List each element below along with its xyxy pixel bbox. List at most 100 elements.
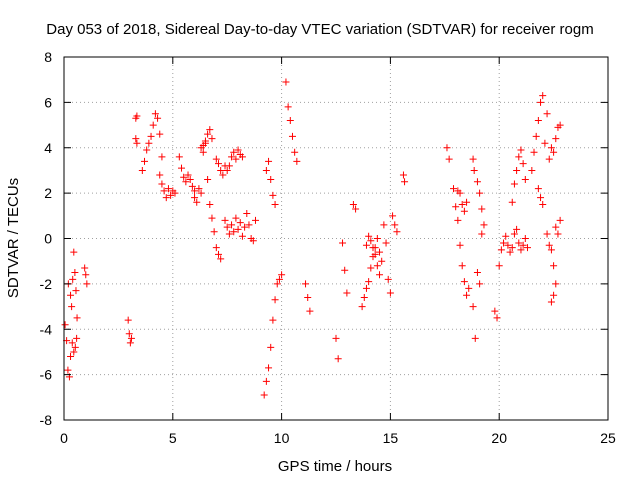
data-point [269,316,277,324]
data-point [230,148,238,156]
data-point [217,166,225,174]
data-point [302,280,310,288]
data-point [401,178,409,186]
y-tick-label: 4 [44,140,52,156]
data-point [552,223,560,231]
data-point [234,146,242,154]
data-point [469,155,477,163]
data-point [445,155,453,163]
data-point [491,307,499,315]
data-point [521,176,529,184]
data-point [539,200,547,208]
data-point [68,339,76,347]
data-point [156,171,164,179]
data-point [376,248,384,256]
data-point [358,303,366,311]
data-point [186,176,194,184]
data-point [443,144,451,152]
data-point [552,135,560,143]
y-tick-label: 2 [44,185,52,201]
data-point [125,330,133,338]
data-point [515,153,523,161]
data-point [145,139,153,147]
data-point [478,205,486,213]
data-point [251,216,259,224]
data-point [138,166,146,174]
data-point [389,212,397,220]
x-tick-label: 20 [491,430,507,446]
data-point [83,280,91,288]
data-point [282,78,290,86]
data-point [73,334,81,342]
chart-title: Day 053 of 2018, Sidereal Day-to-day VTE… [46,21,593,38]
data-point [225,162,233,170]
data-point [349,200,357,208]
data-point [399,171,407,179]
data-point [339,239,347,247]
data-point [547,144,555,152]
data-point [278,271,286,279]
data-point [127,334,135,342]
data-point [456,189,464,197]
data-point [519,160,527,168]
data-point [243,210,251,218]
data-point [141,157,149,165]
data-point [332,334,340,342]
data-point [245,221,253,229]
data-point [217,255,225,263]
data-point [199,148,207,156]
scatter-series [61,78,564,399]
data-point [70,348,78,356]
data-point [241,223,249,231]
data-point [273,280,281,288]
data-point [71,269,79,277]
data-point [460,278,468,286]
y-tick-label: -2 [40,276,53,292]
data-point [510,180,518,188]
grid-lines [64,57,608,420]
data-point [206,200,214,208]
data-point [365,278,373,286]
data-point [376,271,384,279]
data-point [341,266,349,274]
x-tick-label: 15 [383,430,399,446]
data-point [493,314,501,322]
data-point [386,289,394,297]
data-point [225,230,233,238]
data-point [537,98,545,106]
data-point [384,275,392,283]
data-point [495,262,503,270]
y-tick-label: 8 [44,49,52,65]
data-point [232,155,240,163]
data-point [463,198,471,206]
data-point [545,241,553,249]
data-point [373,235,381,242]
data-point [228,153,236,161]
data-point [528,166,536,174]
data-point [369,244,377,252]
data-point [221,216,229,224]
data-point [473,178,481,186]
data-point [367,237,375,245]
data-point [210,228,218,236]
data-point [478,230,486,238]
data-point [223,223,231,231]
data-point [269,191,277,199]
data-point [510,230,518,238]
data-point [175,153,183,161]
data-point [260,391,268,399]
data-point [204,130,212,138]
data-point [556,121,564,129]
data-point [456,241,464,249]
data-point [284,103,292,111]
data-point [212,244,220,252]
data-point [517,246,525,254]
data-point [465,284,473,292]
data-point [476,280,484,288]
data-point [463,291,471,299]
data-point [513,166,521,174]
data-point [212,155,220,163]
data-point [265,157,273,165]
data-point [517,146,525,154]
